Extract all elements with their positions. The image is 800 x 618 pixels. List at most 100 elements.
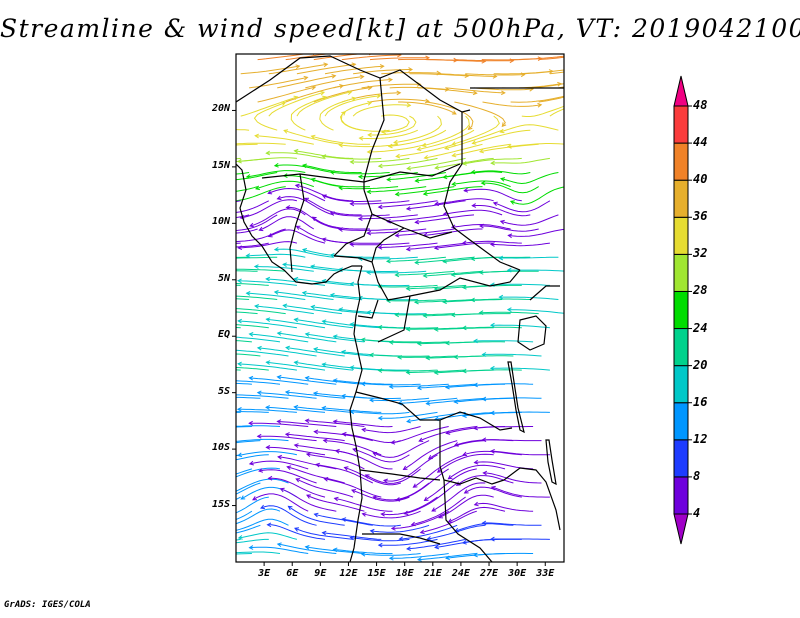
streamline-arrow	[613, 75, 617, 79]
streamline-arrow	[293, 95, 299, 101]
streamline	[378, 369, 438, 372]
streamline-arrow	[499, 128, 505, 134]
streamline	[333, 549, 393, 555]
colorbar-box	[673, 253, 689, 292]
streamline	[362, 426, 421, 434]
border-10	[357, 299, 379, 319]
border-5	[333, 189, 373, 257]
streamline-arrow	[366, 270, 372, 275]
streamline	[435, 198, 494, 205]
streamline-arrow	[341, 110, 346, 116]
streamline-arrow	[237, 361, 242, 367]
streamline	[465, 73, 525, 76]
streamline-arrow	[419, 529, 425, 535]
colorbar-box	[673, 328, 689, 367]
streamline	[510, 95, 564, 103]
streamline-arrow	[366, 189, 372, 195]
streamline	[237, 280, 297, 286]
streamline	[236, 324, 269, 329]
colorbar-label: 8	[693, 468, 701, 483]
streamline-arrow	[473, 552, 478, 558]
streamline	[388, 129, 447, 147]
streamline	[322, 238, 382, 244]
axis-ticks-layer	[232, 109, 546, 566]
streamline-arrow	[489, 410, 495, 416]
streamline	[283, 129, 342, 145]
streamline	[236, 256, 250, 258]
border-15	[362, 533, 441, 545]
streamline	[471, 298, 531, 301]
border-1	[236, 55, 471, 113]
streamline	[483, 472, 542, 484]
streamline-arrow	[451, 110, 457, 115]
streamline-arrow	[377, 204, 383, 210]
streamline-arrow	[304, 418, 310, 424]
streamline-arrow	[273, 246, 279, 252]
streamline	[342, 518, 401, 527]
colorbar-label: 16	[693, 394, 708, 409]
colorbar-box	[673, 179, 689, 218]
streamline	[286, 347, 345, 357]
x-tick-label: 21E	[423, 568, 442, 579]
colorbar-box	[673, 476, 689, 515]
y-tick-label: 15N	[211, 159, 230, 171]
streamline	[521, 105, 564, 117]
streamline-arrow	[248, 460, 254, 466]
streamline	[479, 311, 539, 315]
streamline	[283, 304, 342, 315]
streamline-arrow	[182, 245, 186, 249]
streamline-arrow	[194, 481, 198, 485]
streamline	[236, 284, 241, 286]
streamline-arrow	[191, 137, 195, 141]
streamline-arrow	[332, 419, 338, 425]
lake-malawi	[545, 439, 557, 486]
streamline-arrow	[422, 273, 428, 279]
streamline-arrow	[376, 93, 382, 99]
streamline-arrow	[248, 545, 254, 550]
streamline	[490, 411, 550, 414]
streamline-arrow	[273, 162, 279, 168]
streamline-arrow	[248, 375, 254, 381]
streamline	[444, 129, 503, 150]
streamline	[423, 186, 483, 195]
streamline-arrow	[367, 100, 373, 106]
streamline	[407, 157, 466, 170]
streamline	[249, 460, 309, 470]
streamline	[319, 97, 356, 131]
streamline	[305, 420, 365, 427]
streamline	[236, 295, 278, 300]
streamline-arrow	[182, 163, 186, 167]
colorbar-label: 20	[693, 357, 708, 372]
streamline-arrow	[462, 451, 468, 457]
border-9	[371, 227, 405, 263]
streamline-arrow	[445, 555, 450, 561]
streamline-arrow	[380, 511, 386, 517]
streamline	[268, 91, 325, 117]
streamline	[398, 397, 458, 404]
streamline	[378, 284, 438, 288]
streamline-arrow	[256, 433, 262, 439]
streamline	[499, 296, 559, 300]
streamline	[341, 395, 401, 399]
streamline	[454, 59, 514, 62]
streamline-arrow	[351, 489, 357, 494]
streamline-arrow	[421, 142, 427, 148]
streamline	[339, 102, 372, 131]
streamline-arrow	[489, 536, 495, 542]
x-tick-label: 18E	[395, 568, 414, 579]
y-tick-label: 5N	[217, 272, 230, 284]
streamline-arrow	[577, 66, 581, 70]
streamline	[322, 532, 382, 540]
streamline-arrow	[304, 332, 310, 337]
streamline	[448, 464, 506, 480]
streamline-arrow	[490, 160, 496, 166]
streamline-arrow	[221, 425, 225, 429]
streamline-arrow	[265, 360, 271, 365]
x-tick-label: 6E	[286, 568, 299, 579]
streamline	[454, 355, 514, 358]
streamline	[165, 427, 224, 433]
streamline-arrow	[276, 331, 282, 336]
streamline-arrow	[165, 555, 169, 559]
streamline	[521, 69, 564, 75]
